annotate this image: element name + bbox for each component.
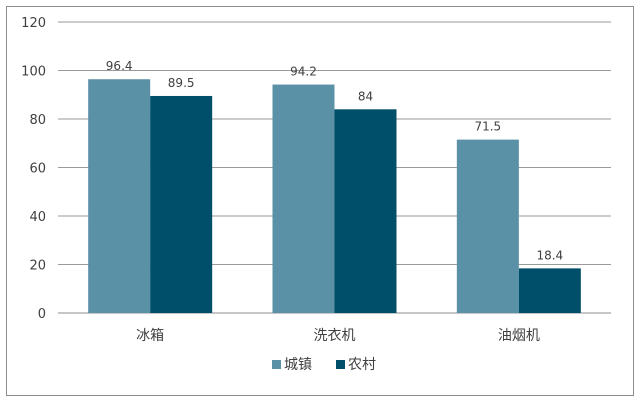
y-tick-label: 120 bbox=[21, 16, 46, 31]
data-labels: 96.4 89.5 94.2 84 71.5 18.4 bbox=[106, 59, 563, 262]
bar-series-2 bbox=[150, 95, 213, 314]
bar-series-1 bbox=[272, 84, 335, 313]
legend-swatch bbox=[272, 360, 281, 369]
data-label: 96.4 bbox=[106, 59, 133, 73]
data-label: 84 bbox=[358, 89, 373, 103]
legend-label: 农村 bbox=[348, 357, 376, 373]
x-category-label: 油烟机 bbox=[498, 328, 540, 344]
x-category-label: 冰箱 bbox=[136, 328, 164, 344]
legend-label: 城镇 bbox=[284, 357, 312, 373]
y-tick-label: 60 bbox=[29, 162, 46, 177]
y-tick-label: 100 bbox=[21, 65, 46, 80]
y-tick-label: 40 bbox=[29, 210, 46, 225]
bars bbox=[88, 79, 581, 314]
bar-series-1 bbox=[88, 79, 151, 313]
y-tick-label: 80 bbox=[29, 113, 46, 128]
data-label: 89.5 bbox=[168, 76, 195, 90]
x-axis-categories: 冰箱 洗衣机 油烟机 bbox=[136, 328, 540, 344]
legend-swatch bbox=[336, 360, 345, 369]
y-axis-ticks: 0 20 40 60 80 100 120 bbox=[21, 16, 46, 322]
bar-series-2 bbox=[334, 109, 397, 313]
data-label: 94.2 bbox=[290, 65, 317, 79]
legend: 城镇 农村 bbox=[272, 357, 376, 373]
bar-series-2 bbox=[518, 268, 581, 313]
y-tick-label: 20 bbox=[29, 259, 46, 274]
bar-series-1 bbox=[456, 139, 519, 313]
data-label: 71.5 bbox=[474, 120, 501, 134]
x-category-label: 洗衣机 bbox=[314, 328, 356, 344]
y-tick-label: 0 bbox=[38, 307, 46, 322]
data-label: 18.4 bbox=[536, 248, 563, 262]
